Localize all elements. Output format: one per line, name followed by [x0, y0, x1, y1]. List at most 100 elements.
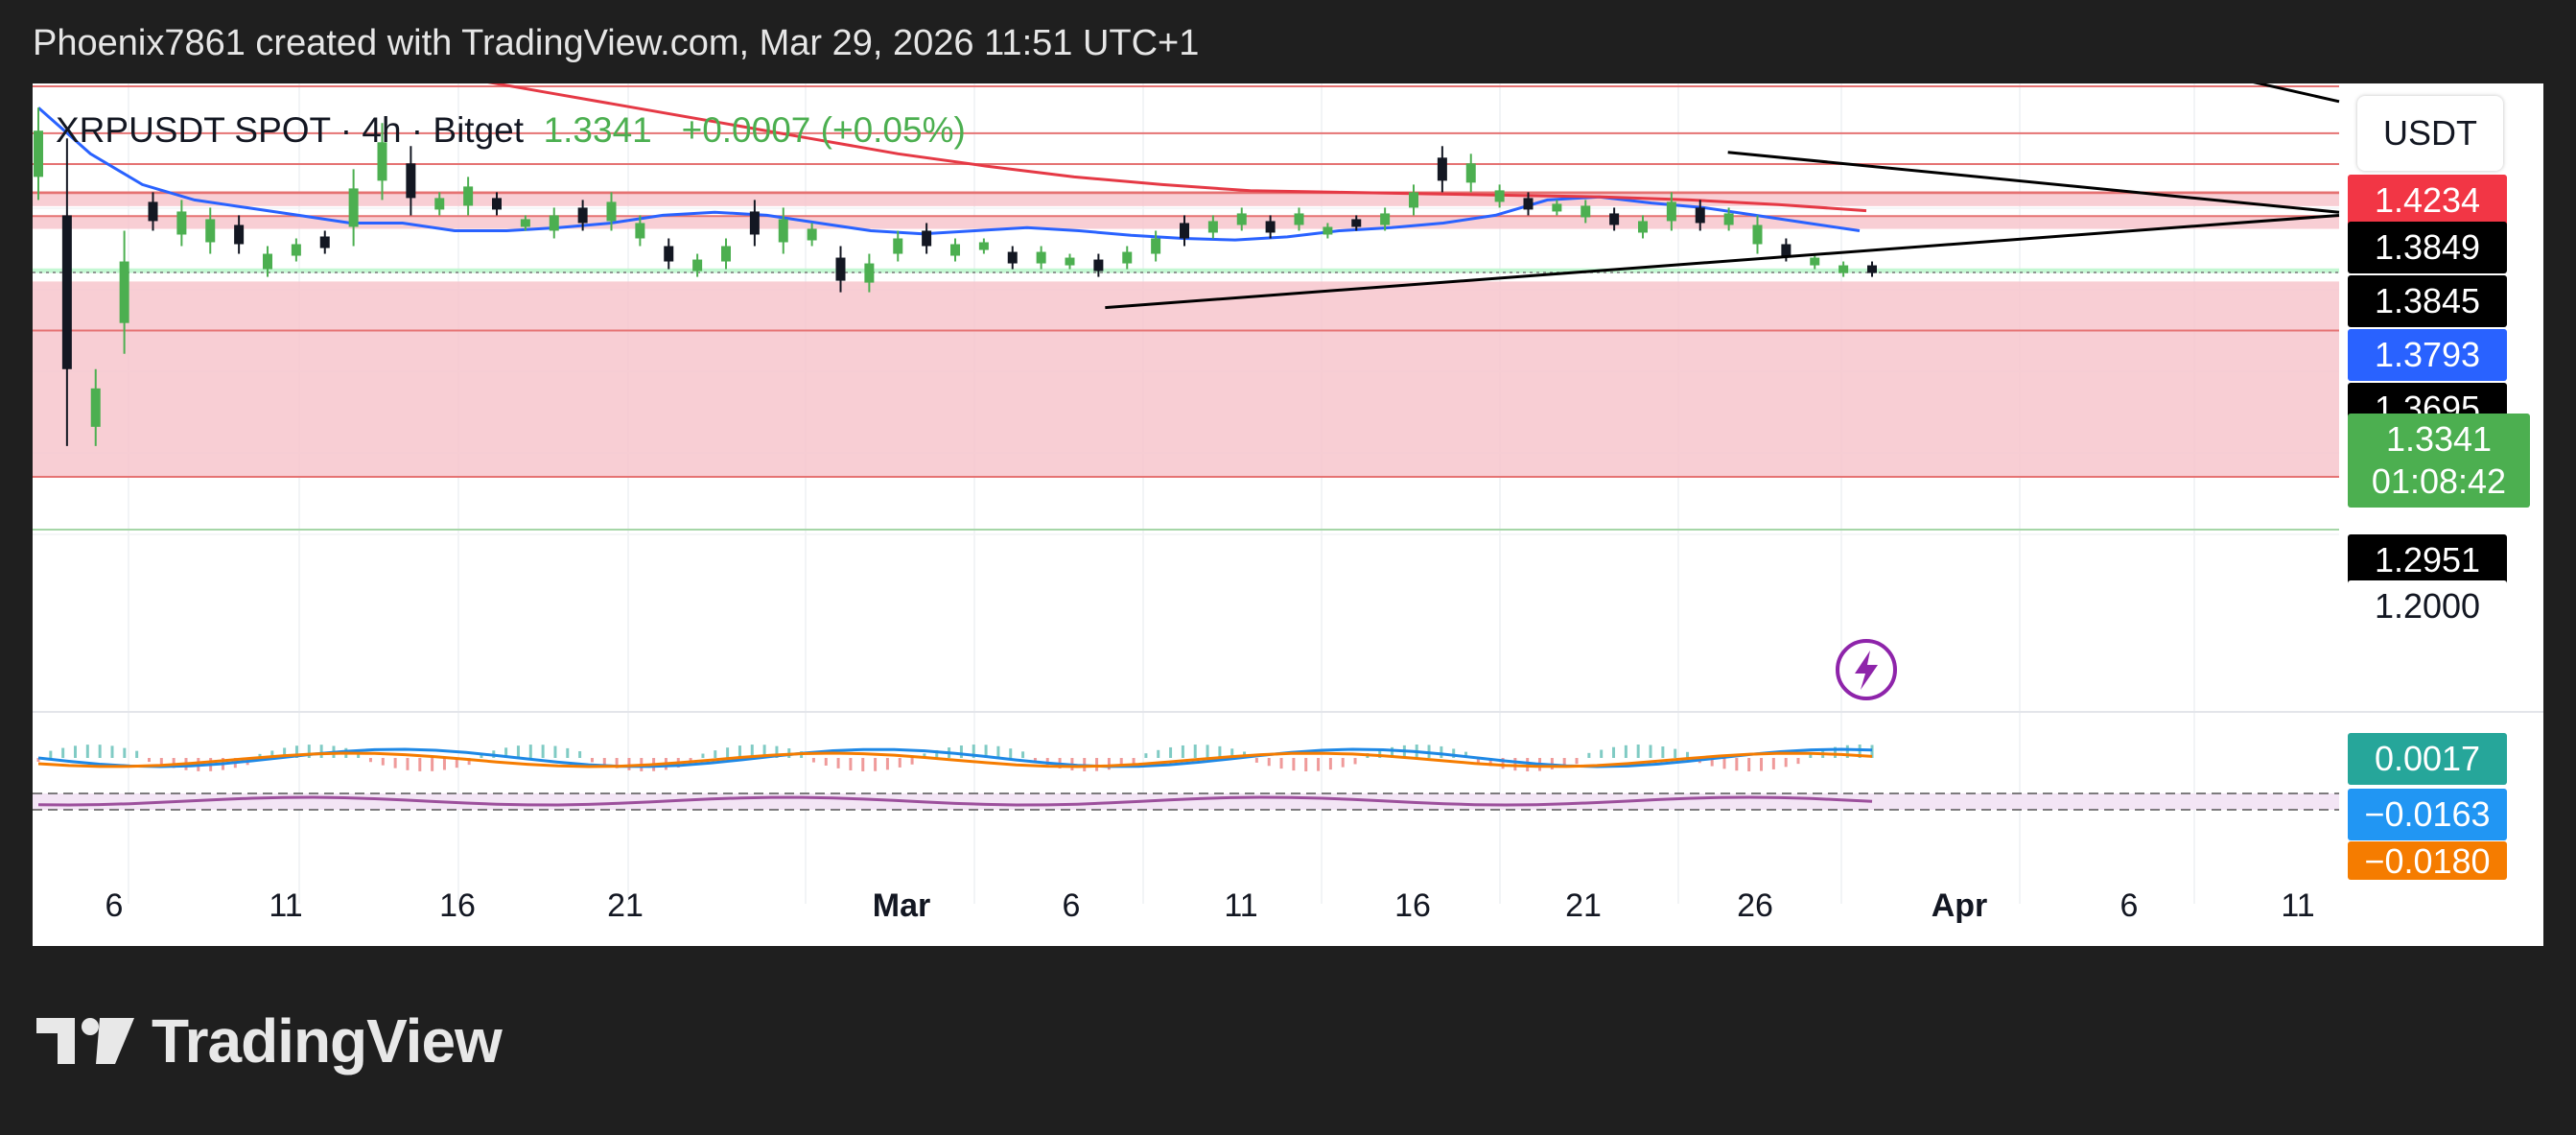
x-tick-label-9: 26 — [1737, 887, 1773, 924]
candle-body-26 — [778, 219, 788, 243]
candle-body-3 — [119, 261, 129, 323]
trendline-0 — [1105, 213, 2340, 310]
candle-body-57 — [1666, 201, 1676, 222]
candle-body-46 — [1351, 219, 1362, 227]
rsi-line — [37, 795, 1873, 807]
candle-body-44 — [1294, 213, 1304, 225]
x-tick-label-3: 21 — [607, 887, 644, 924]
candle-body-15 — [463, 186, 474, 206]
x-tick-label-11: 6 — [2120, 887, 2139, 924]
grid-lines — [33, 83, 2543, 904]
candle-body-47 — [1380, 213, 1391, 225]
candle-body-25 — [749, 211, 760, 235]
candle-body-56 — [1638, 221, 1648, 233]
indicator-pane — [33, 745, 2339, 811]
symbol-title[interactable]: XRPUSDT SPOT · 4h · Bitget — [56, 110, 525, 150]
candle-body-10 — [319, 236, 330, 248]
candle-body-37 — [1093, 259, 1104, 272]
indicator-label-macd: −0.0163 — [2348, 789, 2507, 840]
candle-body-61 — [1781, 244, 1791, 256]
price-chart-svg[interactable]: 6 11 16 21 Mar 6 11 16 21 26 Apr 6 11 — [33, 83, 2543, 946]
currency-button[interactable]: USDT — [2357, 96, 2503, 171]
candle-body-48 — [1409, 192, 1418, 208]
x-axis: 6 11 16 21 Mar 6 11 16 21 26 Apr 6 11 — [105, 887, 2315, 924]
x-tick-label-6: 11 — [1224, 887, 1257, 924]
x-tick-label-8: 21 — [1565, 887, 1602, 924]
candle-body-35 — [1036, 251, 1046, 264]
candle-body-63 — [1838, 265, 1849, 273]
signal-line — [37, 751, 1873, 768]
candle-body-59 — [1723, 213, 1734, 225]
alert-icon-group — [1836, 639, 1897, 700]
candle-countdown: 01:08:42 — [2371, 461, 2507, 501]
candle-body-30 — [893, 238, 903, 254]
trendline-1 — [1727, 151, 2340, 214]
candle-body-64 — [1867, 265, 1877, 273]
current-price-value: 1.3341 — [2385, 419, 2493, 459]
candle-body-39 — [1151, 238, 1161, 254]
candle-body-31 — [922, 230, 932, 247]
x-tick-label-7: 16 — [1394, 887, 1431, 924]
symbol-legend[interactable]: XRPUSDT SPOT · 4h · Bitget 1.3341 +0.000… — [56, 110, 966, 151]
tradingview-logo[interactable]: TradingView — [36, 1005, 503, 1076]
candle-body-58 — [1695, 207, 1705, 224]
candle-body-2 — [90, 388, 101, 427]
candle-body-22 — [664, 246, 674, 262]
zone-2 — [33, 268, 2339, 273]
current-price-label: 1.3341 01:08:42 — [2348, 414, 2530, 508]
trendlines — [1105, 83, 2340, 310]
candle-body-6 — [205, 219, 216, 243]
lightning-bolt-icon — [1855, 650, 1878, 690]
candle-body-1 — [61, 215, 72, 369]
x-tick-label-12: 11 — [2281, 887, 2314, 924]
candle-body-8 — [263, 253, 272, 270]
candle-body-52 — [1523, 198, 1534, 210]
candle-body-53 — [1552, 203, 1562, 212]
rsi-band — [33, 793, 2339, 810]
candle-body-33 — [978, 242, 989, 250]
candle-body-27 — [807, 228, 817, 241]
candle-body-16 — [492, 198, 502, 210]
candle-body-9 — [291, 244, 301, 256]
candle-body-23 — [692, 259, 703, 272]
macd-line — [37, 747, 1873, 768]
price-label-1-4234: 1.4234 — [2348, 175, 2507, 226]
candle-body-32 — [950, 244, 960, 256]
candle-body-41 — [1207, 221, 1218, 233]
candle-body-20 — [606, 201, 617, 222]
x-tick-label-5: 6 — [1063, 887, 1081, 924]
last-price: 1.3341 — [543, 110, 652, 150]
ma-slow-line — [487, 83, 1867, 213]
candle-body-19 — [577, 207, 588, 224]
indicator-label-histogram: 0.0017 — [2348, 733, 2507, 785]
x-tick-label-0: 6 — [105, 887, 124, 924]
x-tick-label-4: Mar — [873, 887, 930, 924]
horizontal-levels — [33, 85, 2339, 531]
candle-body-7 — [234, 225, 245, 245]
x-tick-label-10: Apr — [1932, 887, 1988, 924]
candle-body-49 — [1437, 157, 1447, 181]
ma-fast-line — [37, 106, 1861, 242]
tradingview-logo-text: TradingView — [152, 1006, 503, 1076]
candle-body-17 — [520, 219, 530, 227]
price-label-1-2951: 1.2951 — [2348, 534, 2507, 586]
candle-body-5 — [176, 211, 187, 235]
candle-body-12 — [377, 142, 387, 181]
candle-body-28 — [835, 257, 846, 281]
candle-body-14 — [434, 198, 445, 210]
chart-attribution: Phoenix7861 created with TradingView.com… — [33, 23, 1200, 63]
candle-body-0 — [34, 130, 43, 177]
candle-body-18 — [549, 215, 559, 231]
candle-body-43 — [1265, 221, 1276, 233]
candle-body-21 — [635, 223, 645, 239]
support-resistance-zones — [33, 192, 2339, 477]
candle-body-13 — [406, 163, 416, 199]
indicator-label-signal: −0.0180 — [2348, 841, 2507, 880]
price-label-1-3793: 1.3793 — [2348, 329, 2507, 381]
moving-averages — [37, 83, 1867, 242]
candle-body-4 — [148, 201, 158, 222]
chart-panel[interactable]: 6 11 16 21 Mar 6 11 16 21 26 Apr 6 11 XRPUSDT SPOT ·… — [33, 83, 2543, 946]
candle-body-62 — [1810, 257, 1820, 266]
zone-0 — [33, 192, 2339, 206]
candle-body-29 — [864, 263, 875, 283]
